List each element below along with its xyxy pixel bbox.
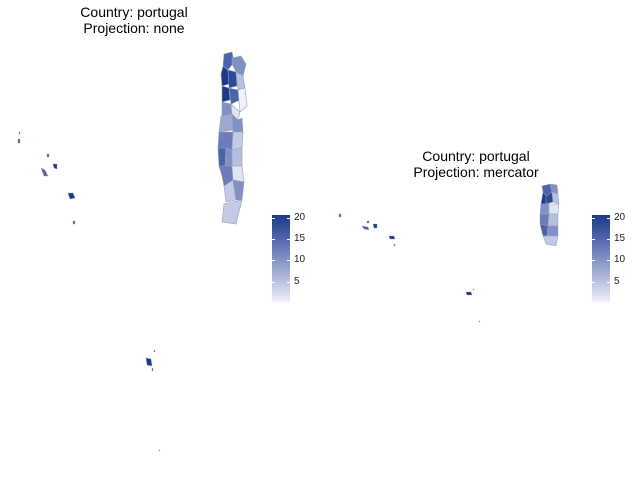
title-projection: Projection: none	[83, 20, 185, 36]
map-title: Country: portugal Projection: none	[0, 4, 294, 36]
region	[218, 113, 234, 133]
map-panel-mercator: Country: portugal Projection: mercator	[320, 0, 640, 480]
region	[546, 225, 559, 237]
island	[145, 357, 153, 367]
title-country: Country: portugal	[422, 148, 530, 164]
legend-tick-label: 10	[614, 254, 626, 265]
region	[235, 71, 246, 91]
color-legend: 20 15 10 5	[270, 212, 330, 312]
region	[231, 165, 245, 183]
legend-colorbar	[592, 215, 610, 302]
island	[40, 167, 49, 177]
region	[221, 101, 233, 117]
legend-tick-label: 15	[294, 233, 306, 244]
island	[393, 243, 396, 247]
region	[224, 147, 233, 169]
island	[465, 291, 473, 296]
island	[17, 138, 21, 144]
map-title: Country: portugal Projection: mercator	[316, 148, 636, 180]
island	[72, 220, 76, 225]
region	[231, 131, 244, 151]
region	[231, 113, 244, 133]
region	[227, 69, 238, 89]
region	[539, 203, 550, 215]
region	[231, 147, 243, 167]
island	[361, 225, 370, 231]
region	[547, 213, 559, 227]
region	[542, 235, 559, 247]
region	[548, 203, 560, 215]
portugal-map-mercator	[338, 183, 560, 323]
island	[46, 153, 50, 158]
island	[338, 213, 342, 218]
region	[217, 131, 234, 151]
island	[52, 163, 58, 170]
region	[221, 199, 243, 225]
island	[158, 449, 161, 452]
island	[67, 192, 76, 200]
legend-colorbar	[272, 215, 290, 302]
island	[366, 220, 370, 224]
legend-tick-label: 20	[614, 212, 626, 223]
island	[472, 288, 475, 291]
title-country: Country: portugal	[80, 4, 188, 20]
legend-tick-label: 5	[294, 276, 300, 287]
region	[237, 87, 248, 113]
legend-tick-label: 10	[294, 254, 306, 265]
region	[217, 147, 227, 169]
legend-tick-label: 20	[294, 212, 306, 223]
region	[220, 65, 230, 87]
legend-tick-label: 5	[614, 276, 620, 287]
region	[221, 85, 231, 103]
island	[372, 223, 378, 229]
portugal-map-unprojected	[17, 51, 248, 452]
region	[539, 223, 549, 237]
title-projection: Projection: mercator	[413, 164, 539, 180]
island	[151, 367, 154, 372]
island	[388, 235, 396, 240]
legend-tick-label: 15	[614, 233, 626, 244]
region	[222, 51, 235, 71]
region	[551, 191, 560, 205]
map-panel-none: Country: portugal Projection: none	[0, 4, 305, 452]
color-legend: 20 15 10 5	[590, 212, 640, 312]
island	[153, 349, 156, 353]
island	[478, 320, 481, 323]
island	[18, 131, 21, 135]
